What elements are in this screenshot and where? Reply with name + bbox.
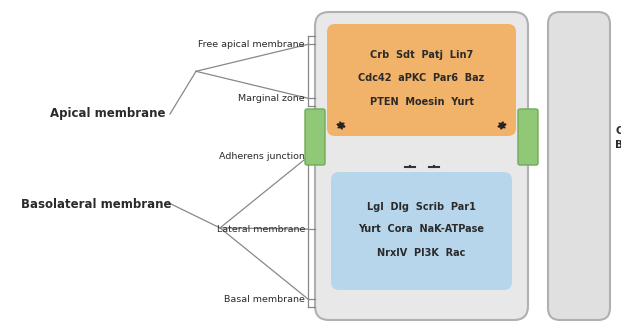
Text: Basolateral membrane: Basolateral membrane bbox=[20, 198, 171, 210]
FancyBboxPatch shape bbox=[315, 12, 528, 320]
Text: Adherens junction: Adherens junction bbox=[219, 152, 305, 161]
Text: NrxIV  PI3K  Rac: NrxIV PI3K Rac bbox=[378, 248, 466, 258]
FancyBboxPatch shape bbox=[331, 172, 512, 290]
Text: Yurt  Cora  NaK-ATPase: Yurt Cora NaK-ATPase bbox=[358, 224, 484, 234]
FancyBboxPatch shape bbox=[305, 109, 325, 165]
Text: Crb  Sdt  Patj  Lin7: Crb Sdt Patj Lin7 bbox=[370, 50, 473, 60]
Text: PTEN  Moesin  Yurt: PTEN Moesin Yurt bbox=[369, 97, 473, 107]
Text: Free apical membrane: Free apical membrane bbox=[199, 40, 305, 49]
FancyBboxPatch shape bbox=[518, 109, 538, 165]
FancyBboxPatch shape bbox=[548, 12, 610, 320]
Text: Cdc42  aPKC  Par6  Baz: Cdc42 aPKC Par6 Baz bbox=[358, 73, 484, 83]
Text: Lgl  Dlg  Scrib  Par1: Lgl Dlg Scrib Par1 bbox=[367, 202, 476, 212]
Text: Lateral membrane: Lateral membrane bbox=[217, 225, 305, 234]
Text: CCC: CCC bbox=[615, 126, 621, 136]
FancyBboxPatch shape bbox=[327, 24, 516, 136]
Text: Marginal zone: Marginal zone bbox=[238, 94, 305, 103]
Text: Apical membrane: Apical membrane bbox=[50, 108, 166, 121]
Text: Baz: Baz bbox=[615, 140, 621, 150]
Text: Basal membrane: Basal membrane bbox=[224, 294, 305, 303]
